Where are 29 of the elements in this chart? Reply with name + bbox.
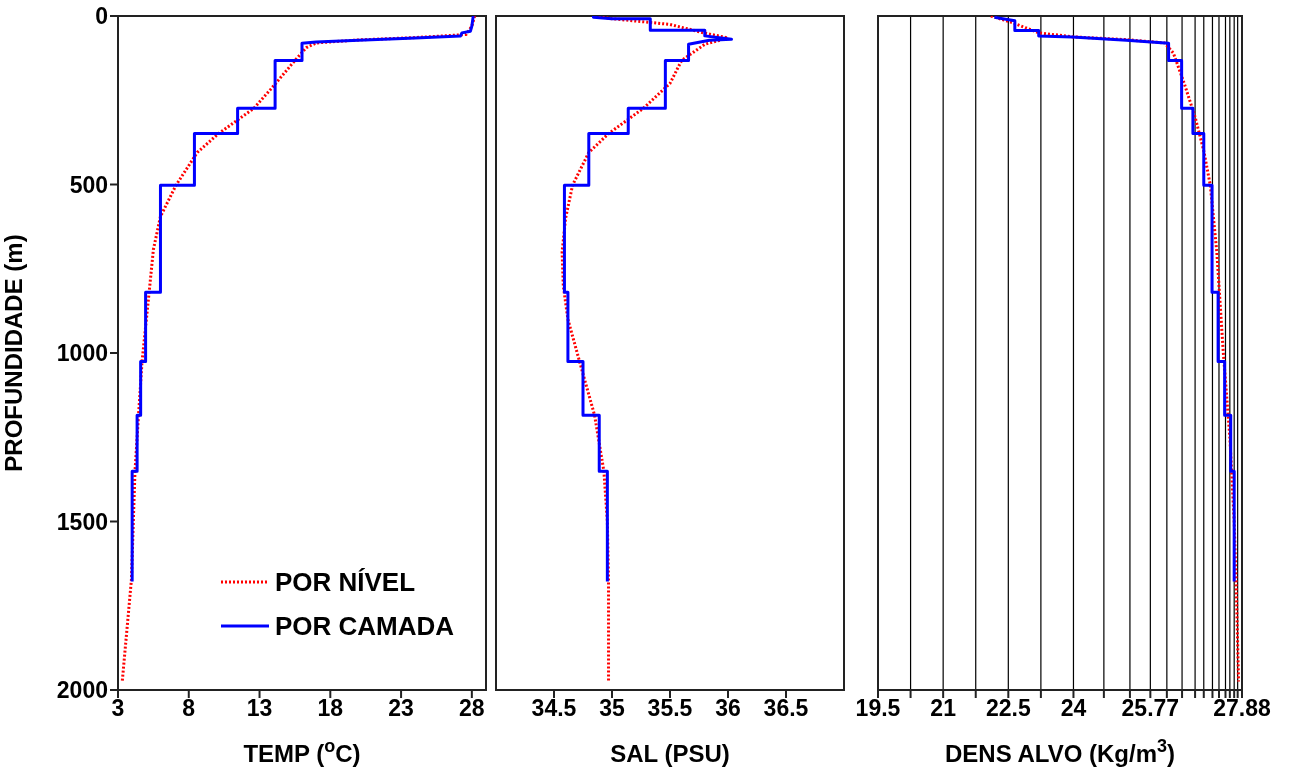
x-tick-label: 13 [246,695,273,722]
x-axis-title: TEMP ($^{o}$C) [243,736,361,767]
x-axis-title: SAL (PSU) [610,740,730,767]
x-tick-label: 21 [930,695,957,722]
x-tick-label: 24 [1060,695,1087,722]
x-tick-label: 36.5 [763,695,809,722]
y-axis-title: PROFUNDIDADE (m) [0,234,27,472]
x-tick-label: 35.5 [647,695,693,722]
x-tick-label: 36 [715,695,741,722]
y-tick-label: 1500 [56,508,108,535]
x-tick-label: 34.5 [531,695,577,722]
x-tick-label: 3 [111,695,125,722]
x-tick-label: 25.77 [1121,695,1180,722]
legend-label: POR NÍVEL [274,566,416,598]
y-tick-label: 500 [69,171,108,198]
y-tick-label: 0 [95,3,108,30]
line-series [120,16,477,684]
y-tick-label: 2000 [56,677,108,704]
legend-label: POR CAMADA [274,610,454,642]
x-tick-label: 23 [388,695,414,722]
y-tick-label: 1000 [56,340,108,367]
x-tick-label: 18 [317,695,344,722]
x-tick-label: 22.5 [985,695,1031,722]
x-tick-label: 8 [182,695,196,722]
x-tick-label: 27.88 [1213,695,1271,722]
x-tick-label: 35 [599,695,625,722]
x-axis-title: DENS ALVO (Kg/m$^{3}$) [944,736,1176,767]
x-tick-label: 28 [459,695,485,722]
x-tick-label: 19.5 [855,695,901,722]
